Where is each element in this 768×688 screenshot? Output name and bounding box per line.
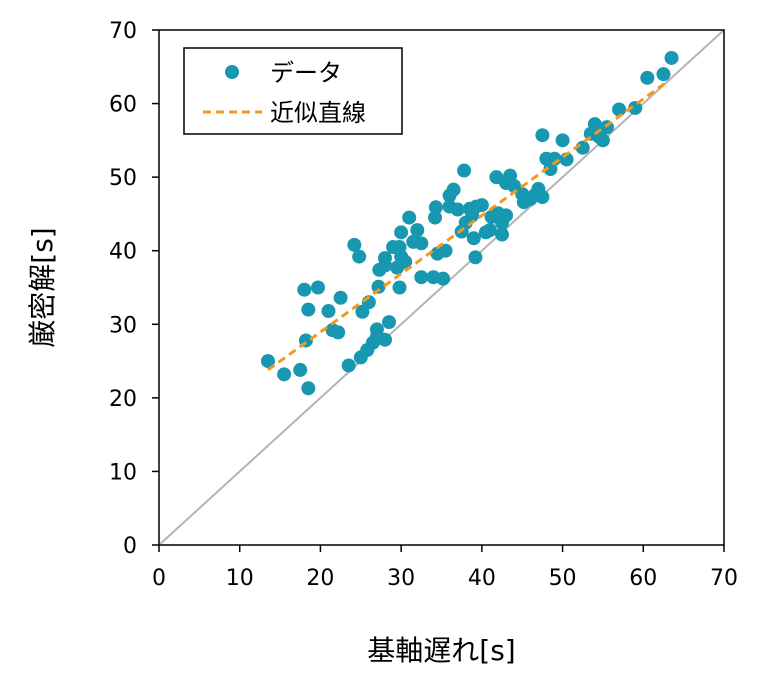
y-axis: 0 10 20 30 40 50 60 70: [109, 19, 159, 559]
legend-marker-data: [225, 65, 239, 79]
data-point: [438, 243, 453, 258]
data-point: [587, 117, 602, 132]
y-tick-label: 0: [123, 534, 137, 559]
data-point: [428, 210, 443, 225]
data-point: [331, 325, 346, 340]
x-axis-title: 基軸遅れ[s]: [367, 634, 515, 667]
data-point: [378, 332, 392, 347]
y-tick-label: 70: [109, 19, 137, 44]
x-tick-label: 30: [387, 566, 415, 591]
data-point: [436, 271, 451, 286]
data-point: [495, 227, 510, 242]
y-tick-label: 10: [109, 460, 137, 485]
data-point: [277, 367, 292, 382]
x-tick-label: 60: [629, 566, 657, 591]
data-point: [333, 290, 348, 305]
data-point: [371, 279, 386, 294]
data-point: [428, 200, 443, 215]
y-tick-label: 40: [109, 240, 137, 265]
data-point: [311, 280, 326, 295]
plot-frame: [158, 29, 725, 546]
y-axis-title: 厳密解[s]: [26, 227, 59, 347]
x-tick-label: 40: [468, 566, 496, 591]
legend-box: [183, 47, 403, 135]
reference-line: [158, 29, 725, 546]
data-point: [535, 190, 550, 205]
x-tick-label: 0: [152, 566, 166, 591]
y-tick-label: 50: [109, 166, 137, 191]
y-tick-label: 30: [109, 313, 137, 338]
data-point: [628, 100, 643, 115]
data-point: [474, 198, 489, 213]
legend-label-data: データ: [270, 59, 342, 87]
data-point: [341, 358, 356, 373]
x-axis: 0 10 20 30 40 50 60 70: [152, 545, 738, 591]
data-point: [450, 202, 465, 217]
legend-label-fit-line: 近似直線: [270, 99, 366, 127]
legend: データ 近似直線: [183, 47, 403, 135]
data-point: [640, 70, 655, 85]
data-point: [392, 280, 407, 295]
data-point: [499, 208, 514, 223]
x-tick-label: 20: [306, 566, 334, 591]
data-point: [394, 225, 409, 240]
data-point: [466, 231, 481, 246]
data-point: [378, 258, 392, 273]
y-tick-label: 60: [109, 93, 137, 118]
data-point: [297, 282, 312, 297]
fit-line: [267, 80, 669, 372]
data-point: [414, 270, 429, 285]
data-point: [535, 128, 550, 143]
data-point: [595, 133, 610, 148]
data-point: [664, 50, 679, 65]
data-point: [398, 254, 413, 269]
data-point: [482, 223, 497, 238]
plot-area: [158, 29, 725, 546]
data-point: [352, 249, 367, 264]
data-point: [468, 250, 483, 265]
y-tick-label: 20: [109, 387, 137, 412]
data-point: [301, 302, 316, 317]
data-point: [410, 223, 425, 238]
data-point: [414, 236, 429, 251]
data-point: [260, 354, 275, 369]
data-point: [293, 362, 308, 377]
data-point: [656, 67, 671, 82]
x-tick-label: 70: [710, 566, 738, 591]
data-point: [382, 315, 397, 330]
data-point: [402, 210, 417, 225]
data-point: [457, 163, 472, 178]
x-tick-label: 50: [549, 566, 577, 591]
x-tick-label: 10: [226, 566, 254, 591]
data-point: [446, 182, 461, 197]
data-point: [555, 133, 570, 148]
data-point: [612, 102, 627, 117]
data-point: [347, 237, 362, 252]
data-point: [321, 304, 336, 319]
data-point: [369, 322, 384, 337]
data-point: [301, 381, 316, 396]
